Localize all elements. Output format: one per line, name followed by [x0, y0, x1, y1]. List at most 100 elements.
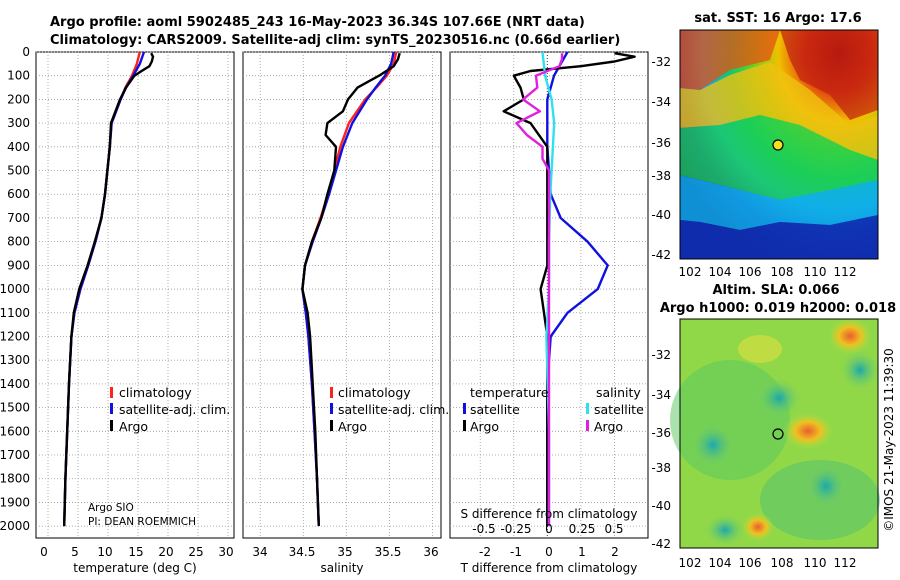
depth-tick-label: 100 — [7, 69, 30, 83]
legend-label: climatology — [119, 385, 192, 400]
tick-label: 0 — [40, 545, 48, 559]
legend-swatch-argo-sal — [586, 420, 589, 431]
sst-orange-band — [680, 30, 780, 90]
tick-label: -34 — [651, 95, 671, 109]
legend-swatch-argo — [110, 420, 113, 431]
sst-map-title: sat. SST: 16 Argo: 17.6 — [694, 11, 861, 26]
series-line-argo-salinity- — [515, 53, 564, 527]
temperature-x-ticks: 0 5 10 15 20 25 30 — [40, 545, 233, 559]
legend-swatch-satellite-sal — [586, 403, 589, 414]
series-line-argo — [301, 52, 401, 527]
legend-title-salinity: salinity — [596, 385, 641, 400]
sla-map-title: Altim. SLA: 0.066 — [713, 283, 840, 298]
depth-tick-label: 1300 — [0, 353, 30, 367]
tick-label: 110 — [804, 265, 827, 279]
depth-tick-label: 1700 — [0, 448, 30, 462]
sst-green-band — [680, 115, 878, 200]
depth-tick-label: 0 — [22, 45, 30, 59]
sst-cyan-band — [680, 175, 878, 230]
depth-tick-label: 1100 — [0, 306, 30, 320]
tick-label: 106 — [739, 265, 762, 279]
depth-tick-labels: 0 100 200 300 400 500 600 700 800 900 1000 1100 1200… — [0, 45, 30, 533]
legend-swatch-satellite — [330, 403, 333, 414]
argo-pi: PI: DEAN ROEMMICH — [88, 516, 196, 528]
tick-label: -42 — [651, 248, 671, 262]
s-difference-ticks: -0.5 -0.25 0 0.25 0.5 — [472, 522, 623, 536]
tick-label: 112 — [834, 556, 857, 570]
depth-tick-label: 1500 — [0, 401, 30, 415]
sst-warm-patch — [780, 30, 878, 120]
legend-swatch-climatology — [110, 387, 113, 398]
tick-label: 30 — [218, 545, 233, 559]
tick-label: 104 — [709, 556, 732, 570]
legend-swatch-climatology — [330, 387, 333, 398]
tick-label: -0.5 — [472, 522, 495, 536]
depth-tick-label: 500 — [7, 164, 30, 178]
series-line-argo-temperature- — [502, 52, 636, 527]
tick-label: 108 — [771, 556, 794, 570]
series-line-argo — [63, 52, 155, 527]
depth-tick-label: 1400 — [0, 377, 30, 391]
tick-label: -34 — [651, 388, 671, 402]
depth-tick-label: 800 — [7, 235, 30, 249]
legend-title-temperature: temperature — [470, 385, 549, 400]
sst-lat-ticks: -32 -34 -36 -38 -40 -42 — [651, 55, 671, 262]
depth-tick-label: 1900 — [0, 495, 30, 509]
tick-label: -40 — [651, 208, 671, 222]
difference-lines — [502, 51, 636, 527]
sst-lon-ticks: 102 104 106 108 110 112 — [679, 265, 857, 279]
tick-label: 35.5 — [375, 545, 402, 559]
temperature-legend: climatology satellite-adj. clim. Argo — [110, 385, 230, 434]
tick-label: -40 — [651, 499, 671, 513]
sla-lat-ticks: -32 -34 -36 -38 -40 -42 — [651, 348, 671, 551]
tick-label: -32 — [651, 55, 671, 69]
legend-swatch-satellite — [110, 403, 113, 414]
depth-tick-label: 400 — [7, 140, 30, 154]
tick-label: 110 — [804, 556, 827, 570]
temperature-lines — [63, 51, 155, 527]
depth-tick-label: 700 — [7, 211, 30, 225]
sla-lon-ticks: 102 104 106 108 110 112 — [679, 556, 857, 570]
tick-label: 104 — [709, 265, 732, 279]
argo-position-marker — [772, 428, 784, 440]
tick-label: 0 — [545, 545, 553, 559]
tick-label: 25 — [188, 545, 203, 559]
tick-label: -2 — [479, 545, 491, 559]
tick-label: 106 — [739, 556, 762, 570]
tick-label: 10 — [97, 545, 112, 559]
tick-label: 34.5 — [289, 545, 316, 559]
tick-label: 0 — [545, 522, 553, 536]
tick-label: 102 — [679, 265, 702, 279]
salinity-grid — [243, 51, 441, 538]
tick-label: -36 — [651, 136, 671, 150]
sla-high-eddy — [738, 335, 782, 363]
sst-map — [679, 29, 879, 260]
tick-label: -1 — [510, 545, 522, 559]
legend-label: Argo — [594, 419, 623, 434]
depth-tick-label: 300 — [7, 116, 30, 130]
sla-map-frame — [679, 318, 879, 549]
tick-label: 108 — [771, 265, 794, 279]
sla-low-eddy — [691, 423, 735, 467]
depth-tick-label: 600 — [7, 187, 30, 201]
tick-label: 1 — [578, 545, 586, 559]
legend-swatch-argo — [330, 420, 333, 431]
temperature-grid — [36, 51, 234, 538]
tick-label: -38 — [651, 461, 671, 475]
legend-label: climatology — [338, 385, 411, 400]
tick-label: 34 — [252, 545, 267, 559]
sst-blue-band — [680, 215, 878, 259]
tick-label: 35 — [337, 545, 352, 559]
legend-label: satellite — [594, 402, 644, 417]
temperature-xlabel: temperature (deg C) — [73, 561, 196, 575]
legend-label: satellite — [470, 402, 520, 417]
sla-high-eddy — [742, 513, 774, 541]
sla-map — [670, 318, 880, 549]
tick-label: 0.25 — [569, 522, 596, 536]
tick-label: 15 — [128, 545, 143, 559]
header-line2: Climatology: CARS2009. Satellite-adj cli… — [50, 33, 621, 48]
tick-label: 36 — [423, 545, 438, 559]
depth-tick-label: 200 — [7, 92, 30, 106]
legend-label: satellite-adj. clim. — [338, 402, 449, 417]
